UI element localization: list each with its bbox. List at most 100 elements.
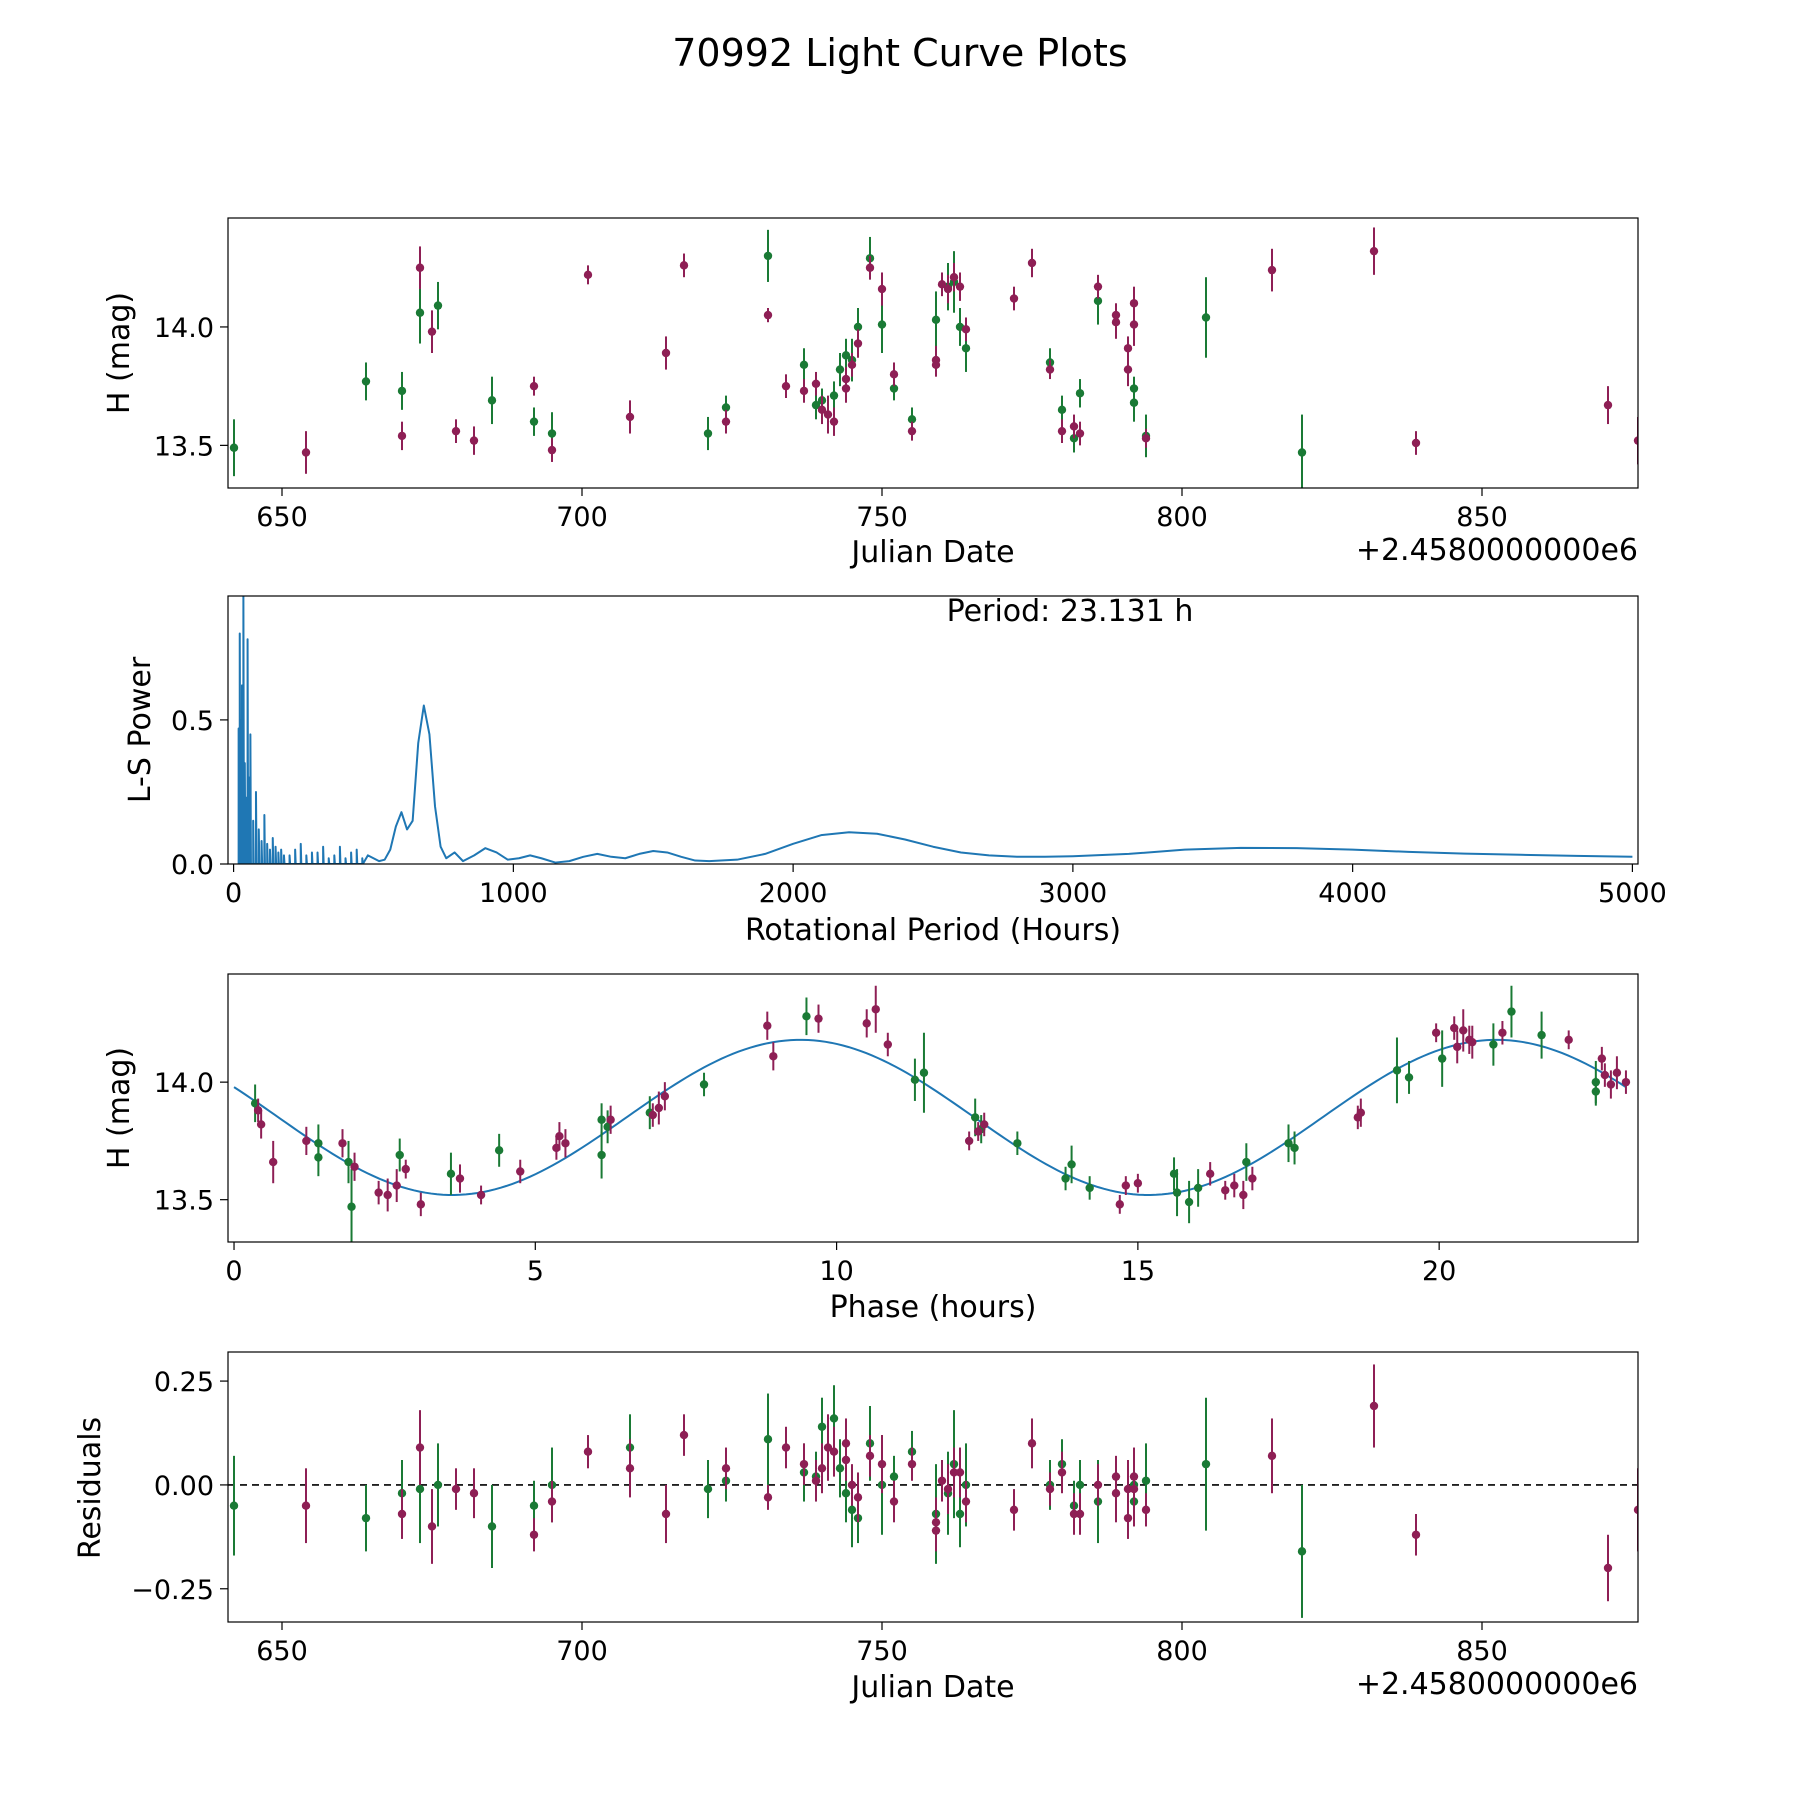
residuals-data-point-purple <box>301 1501 311 1510</box>
light-curve-data-point-green <box>1057 405 1067 415</box>
light-curve-data-point-green <box>1129 398 1139 407</box>
light-curve-data-point-purple <box>415 263 425 272</box>
light-curve-data-point-purple <box>937 280 947 289</box>
periodogram-ticks: 0 1000 2000 3000 4000 5000 0.0 0.5 <box>171 706 1667 909</box>
phased-data-point-purple <box>1564 1035 1573 1045</box>
light-curve-data-point-purple <box>841 374 851 384</box>
residuals-data-point-green <box>889 1472 899 1481</box>
phased-data-point-purple <box>606 1115 615 1124</box>
phased-data-point-purple <box>1612 1068 1622 1077</box>
phased-data-point-purple <box>268 1157 278 1167</box>
light-curve-data-point-purple <box>961 325 971 334</box>
period-annotation: Period: 23.131 h <box>947 594 1194 629</box>
residuals-data-point-purple <box>781 1443 791 1452</box>
residuals-data-point-purple <box>625 1464 635 1473</box>
residuals-data-point-purple <box>1075 1509 1085 1519</box>
phased-data-point-green <box>919 1068 929 1077</box>
residuals-data-point-purple <box>1123 1484 1133 1494</box>
phased-data-point-green <box>395 1150 404 1160</box>
phased-data-point-purple <box>1597 1054 1607 1063</box>
residuals-data-point-green <box>829 1414 839 1423</box>
residuals-data-point-purple <box>961 1497 971 1506</box>
residuals-data-point-purple <box>823 1443 833 1452</box>
residuals-data-point-purple <box>949 1468 959 1477</box>
phased-data-point-green <box>347 1202 356 1211</box>
phased-xtick-label: 5 <box>527 1256 544 1287</box>
residuals-data-point-purple <box>763 1493 773 1502</box>
light-curve-data-point-green <box>487 396 497 405</box>
residuals-data-point-purple <box>1633 1505 1638 1515</box>
residuals-data-point-green <box>1297 1547 1307 1556</box>
residuals-data-point-green <box>1141 1476 1151 1485</box>
light-curve-data-point-purple <box>931 360 941 370</box>
phased-data-point-purple <box>883 1040 893 1049</box>
phased-xtick-label: 0 <box>225 1256 242 1287</box>
phased-data-point-green <box>1184 1197 1194 1207</box>
residuals-ticks: 650 700 750 800 850 0.25 0.00 −0.25 <box>131 1367 1508 1667</box>
light-curve-data-point-purple <box>1093 282 1103 291</box>
phased-ytick-label: 13.5 <box>154 1186 214 1217</box>
light-curve-data-point-purple <box>1603 400 1613 410</box>
light-curve-xtick-label: 850 <box>1456 502 1508 533</box>
light-curve-data-point-purple <box>679 261 689 270</box>
phased-data-point-green <box>446 1169 456 1179</box>
phased-data-point-green <box>1193 1183 1203 1193</box>
light-curve-data-point-green <box>721 403 731 412</box>
phased-data-point-purple <box>1621 1077 1631 1087</box>
phased-data-point-purple <box>1459 1026 1468 1035</box>
light-curve-frame <box>227 217 1639 489</box>
light-curve-xtick-label: 750 <box>856 502 908 533</box>
phased-data-point-purple <box>555 1132 564 1141</box>
light-curve-data-point-purple <box>451 426 461 436</box>
light-curve-data-point-purple <box>583 270 593 280</box>
phased-data-point-purple <box>648 1110 658 1120</box>
light-curve-data-point-purple <box>955 282 965 291</box>
light-curve-data-point-purple <box>427 327 437 336</box>
phased-data-point-purple <box>302 1136 311 1146</box>
residuals-data-point-purple <box>1111 1489 1121 1498</box>
residuals-data-point-purple <box>451 1484 461 1494</box>
residuals-data-point-purple <box>469 1489 479 1498</box>
light-curve-data-point-green <box>529 417 539 426</box>
light-curve-data-point-purple <box>1123 344 1133 353</box>
phased-data-point-green <box>802 1012 811 1021</box>
light-curve-data-point-green <box>835 365 845 374</box>
phased-data-point-purple <box>1115 1200 1124 1209</box>
light-curve-data-point-purple <box>547 445 557 455</box>
phased-data-point-purple <box>660 1092 670 1101</box>
residuals-data-point-purple <box>817 1464 827 1473</box>
periodogram-xtick-label: 0 <box>225 878 242 909</box>
phased-data-point-green <box>1061 1174 1070 1183</box>
phased-data-point-green <box>1507 1007 1516 1016</box>
phased-data-point-purple <box>1431 1028 1441 1037</box>
phased-data-point-green <box>344 1157 353 1167</box>
light-curve-data-point-purple <box>1633 436 1638 445</box>
light-curve-data-point-purple <box>823 410 833 419</box>
residuals-data-point-purple <box>397 1509 407 1519</box>
phased-data-point-green <box>1085 1183 1094 1193</box>
light-curve-data-point-purple <box>1267 265 1277 275</box>
residuals-data-point-green <box>817 1422 827 1431</box>
light-curve-data-point-purple <box>661 348 671 358</box>
periodogram-line <box>237 596 1633 864</box>
residuals-data-point-purple <box>907 1459 917 1469</box>
light-curve-xlabel: Julian Date <box>849 535 1014 570</box>
panel-phased: 0 5 10 15 20 13.5 14.0 Phase (hours) H (mag) <box>102 973 1639 1325</box>
light-curve-data-point-purple <box>1075 429 1085 438</box>
residuals-xlabel: Julian Date <box>849 1670 1014 1705</box>
phased-data-point-purple <box>1239 1190 1248 1200</box>
residuals-data-point-green <box>955 1509 965 1519</box>
phased-data-point-green <box>1172 1188 1182 1197</box>
light-curve-data-point-purple <box>1111 318 1121 327</box>
phased-data-point-purple <box>814 1014 823 1023</box>
light-curve-data-point-purple <box>1369 246 1379 256</box>
residuals-xtick-label: 650 <box>256 1636 308 1667</box>
light-curve-data-point-purple <box>529 381 539 391</box>
light-curve-data-point-purple <box>1411 438 1421 448</box>
residuals-data-point-green <box>703 1484 713 1494</box>
light-curve-data-point-purple <box>1129 320 1139 329</box>
residuals-data-point-purple <box>529 1530 539 1539</box>
light-curve-data-point-green <box>829 391 839 400</box>
light-curve-data-point-purple <box>949 273 959 282</box>
light-curve-data-point-purple <box>877 284 887 294</box>
